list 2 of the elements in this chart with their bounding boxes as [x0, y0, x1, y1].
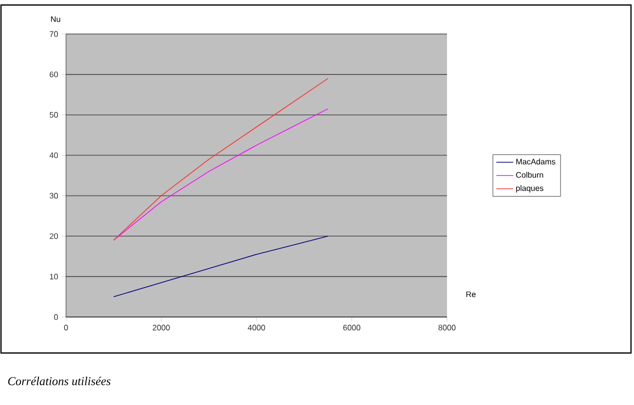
text: Corrélations utilisées: [8, 376, 110, 386]
line-series: [113, 236, 328, 298]
